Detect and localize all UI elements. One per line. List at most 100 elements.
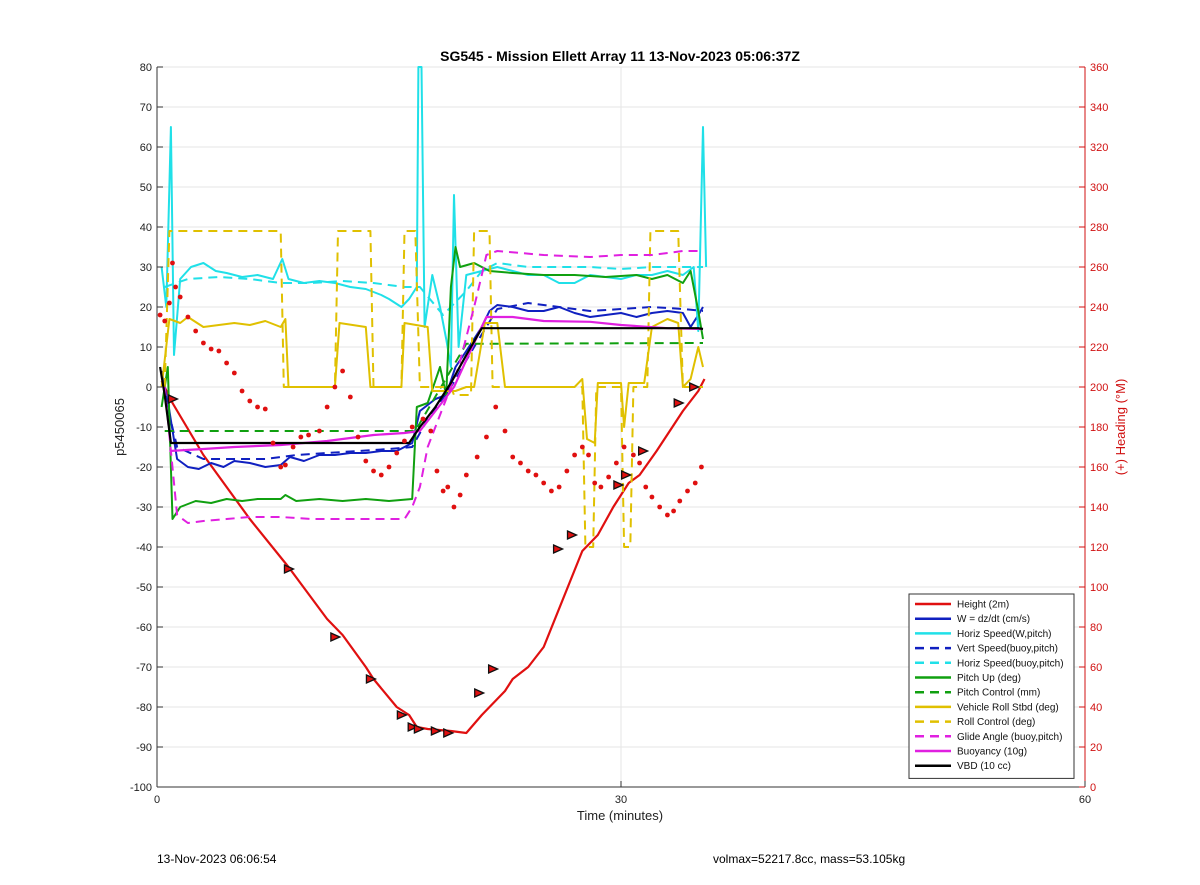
height-marker	[552, 543, 565, 555]
y-tick-label-left: 80	[140, 62, 152, 74]
series-line	[163, 302, 704, 460]
heading-point	[386, 464, 392, 470]
height-marker	[689, 381, 701, 393]
legend: Height (2m) W = dz/dt (cm/s) Horiz Speed(W…	[908, 593, 1075, 779]
legend-label: Roll Control (deg)	[957, 717, 1035, 728]
heading-point	[572, 452, 577, 458]
heading-point	[270, 440, 276, 446]
heading-point	[290, 444, 296, 450]
y-tick-label-right: 200	[1090, 382, 1108, 394]
y-tick-label-right: 220	[1090, 342, 1108, 354]
heading-point	[247, 398, 253, 404]
heading-point	[208, 346, 214, 352]
footer-volmax-mass: volmax=52217.8cc, mass=53.105kg	[713, 852, 906, 866]
series-line	[160, 304, 704, 470]
legend-label: VBD (10 cc)	[957, 761, 1011, 772]
y-tick-label-right: 100	[1090, 582, 1108, 594]
heading-point	[378, 472, 384, 478]
height-marker	[474, 687, 486, 699]
y-tick-label-left: -50	[136, 582, 152, 594]
y-tick-label-left: 70	[140, 102, 152, 114]
heading-point	[606, 474, 612, 480]
heading-point	[216, 348, 222, 354]
heading-point	[493, 404, 499, 410]
legend-label: W = dz/dt (cm/s)	[957, 614, 1030, 625]
heading-point	[282, 462, 288, 468]
y-tick-label-right: 160	[1090, 462, 1108, 474]
x-tick-label: 0	[154, 794, 160, 806]
y-tick-label-left: 50	[140, 182, 152, 194]
y-tick-label-left: -90	[136, 742, 152, 754]
heading-point	[306, 432, 311, 438]
y-tick-label-right: 80	[1090, 622, 1102, 634]
heading-point	[317, 428, 322, 434]
heading-point	[621, 444, 627, 450]
legend-label: Pitch Control (mm)	[957, 688, 1040, 699]
y-tick-label-right: 340	[1090, 102, 1108, 114]
heading-point	[162, 318, 168, 324]
y-tick-label-right: 260	[1090, 262, 1108, 274]
heading-point	[457, 492, 463, 498]
heading-point	[428, 428, 434, 434]
y-tick-label-right: 180	[1090, 422, 1108, 434]
heading-point	[699, 464, 704, 470]
heading-point	[298, 434, 304, 440]
heading-point	[394, 450, 400, 456]
heading-point	[685, 488, 690, 494]
heading-point	[665, 512, 670, 518]
heading-point	[598, 484, 604, 490]
height-marker	[167, 393, 180, 405]
y-tick-label-right: 20	[1090, 742, 1102, 754]
series-line	[163, 230, 703, 548]
heading-point	[564, 468, 570, 474]
heading-point	[533, 472, 539, 478]
y-tick-label-left: 10	[140, 342, 152, 354]
y-tick-label-right: 140	[1090, 502, 1108, 514]
height-marker	[638, 445, 650, 457]
y-tick-label-left: -60	[136, 622, 152, 634]
heading-point	[692, 480, 698, 486]
heading-point	[463, 472, 469, 478]
height-marker	[396, 709, 408, 721]
heading-point	[371, 468, 376, 474]
heading-point	[201, 340, 206, 346]
heading-point	[525, 468, 531, 474]
series-line	[160, 316, 704, 444]
heading-point	[510, 454, 516, 460]
heading-point	[474, 454, 480, 460]
legend-label: Horiz Speed(W,pitch)	[957, 629, 1051, 640]
y-tick-label-right: 300	[1090, 182, 1108, 194]
heading-point	[324, 404, 330, 410]
x-tick-label: 60	[1079, 794, 1091, 806]
heading-point	[278, 464, 284, 470]
heading-point	[262, 406, 268, 412]
heading-point	[586, 452, 591, 458]
y-tick-label-left: 60	[140, 142, 152, 154]
x-axis-label: Time (minutes)	[577, 808, 663, 823]
y-tick-label-right: 240	[1090, 302, 1108, 314]
heading-point	[255, 404, 260, 410]
heading-point	[355, 434, 361, 440]
x-tick-label: 30	[615, 794, 627, 806]
y-tick-label-left: -70	[136, 662, 152, 674]
heading-point	[157, 312, 163, 318]
height-marker	[566, 529, 579, 541]
y-tick-label-left: -80	[136, 702, 152, 714]
y-tick-label-right: 320	[1090, 142, 1108, 154]
heading-point	[541, 480, 547, 486]
heading-point	[231, 370, 237, 376]
heading-point	[579, 444, 585, 450]
y-tick-label-right: 280	[1090, 222, 1108, 234]
legend-label: Vehicle Roll Stbd (deg)	[957, 702, 1059, 713]
heading-point	[166, 300, 172, 306]
heading-point	[518, 460, 523, 466]
series-line	[163, 250, 703, 524]
heading-point	[332, 384, 338, 390]
heading-point	[239, 388, 245, 394]
heading-point	[484, 434, 489, 440]
legend-label: Vert Speed(buoy,pitch)	[957, 644, 1058, 655]
heading-point	[671, 508, 676, 514]
heading-point	[677, 498, 683, 504]
height-marker	[673, 397, 685, 409]
heading-point	[402, 438, 407, 444]
